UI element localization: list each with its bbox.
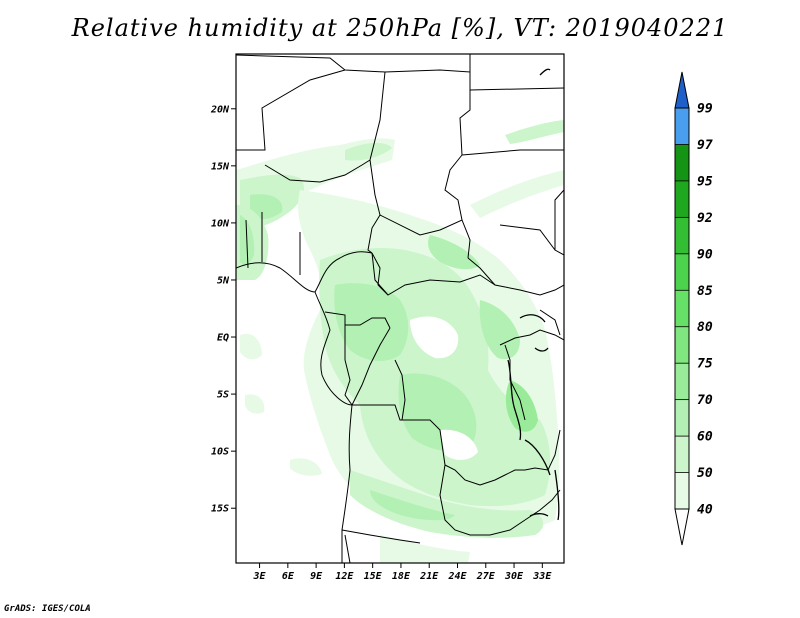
map-title: Relative humidity at 250hPa [%], VT: 201… <box>71 14 729 42</box>
lon-tick-label: 27E <box>476 571 496 582</box>
map-frame <box>235 53 565 564</box>
lon-tick-label: 21E <box>419 571 439 582</box>
colorbar-segment <box>675 144 689 181</box>
lat-tick-label: 20N <box>210 104 230 115</box>
colorbar-segment <box>675 363 689 400</box>
colorbar-level-label: 60 <box>697 430 713 445</box>
colorbar-segment <box>675 472 689 509</box>
lon-tick-label: 12E <box>335 571 354 582</box>
colorbar-level-label: 40 <box>697 503 713 518</box>
colorbar-level-label: 97 <box>697 138 713 153</box>
lon-tick-label: 18E <box>392 571 411 582</box>
lon-tick-label: 33E <box>532 571 552 582</box>
colorbar-level-label: 85 <box>697 284 713 299</box>
lat-tick-label: 10N <box>211 218 230 229</box>
colorbar-above-arrow <box>674 71 690 109</box>
lon-tick-label: 15E <box>364 571 383 582</box>
colorbar-segment <box>675 108 689 145</box>
colorbar-segment <box>675 290 689 327</box>
colorbar: 40 50 60 70 75 80 85 90 92 95 97 99 <box>674 71 713 546</box>
colorbar-level-label: 95 <box>697 174 713 189</box>
colorbar-level-label: 50 <box>697 466 713 481</box>
colorbar-segment <box>675 436 689 473</box>
humidity-shading <box>236 120 564 563</box>
lon-tick-label: 24E <box>447 571 467 582</box>
colorbar-segment <box>675 253 689 291</box>
grads-credit: GrADS: IGES/COLA <box>4 604 91 614</box>
lon-tick-label: 6E <box>282 571 295 582</box>
lon-tick-label: 3E <box>253 571 267 582</box>
colorbar-level-label: 92 <box>697 211 713 226</box>
lat-tick-label: 10S <box>211 447 229 458</box>
colorbar-segment <box>675 217 689 254</box>
lat-tick-label: 15S <box>211 504 229 515</box>
colorbar-level-label: 75 <box>697 357 713 372</box>
lat-tick-label: 5S <box>217 390 229 401</box>
colorbar-level-label: 80 <box>697 320 713 335</box>
lake-outlines <box>507 68 560 521</box>
colorbar-segment <box>675 326 689 364</box>
colorbar-level-label: 90 <box>697 247 713 262</box>
colorbar-below-arrow <box>674 508 690 546</box>
country-boundaries <box>236 54 564 563</box>
longitude-axis: 3E 6E 9E 12E 15E 18E 21E 24E 27E 30E 33E <box>253 563 552 582</box>
colorbar-segment <box>675 180 689 218</box>
colorbar-level-label: 99 <box>697 102 713 117</box>
latitude-axis: 20N 15N 10N 5N EQ 5S 10S 15S <box>210 104 236 515</box>
lon-tick-label: 30E <box>504 571 524 582</box>
lat-tick-label: 5N <box>217 275 230 286</box>
lon-tick-label: 9E <box>310 571 323 582</box>
lat-tick-label: EQ <box>217 333 229 344</box>
colorbar-segment <box>675 399 689 437</box>
lat-tick-label: 15N <box>211 161 230 172</box>
colorbar-level-label: 70 <box>697 393 713 408</box>
